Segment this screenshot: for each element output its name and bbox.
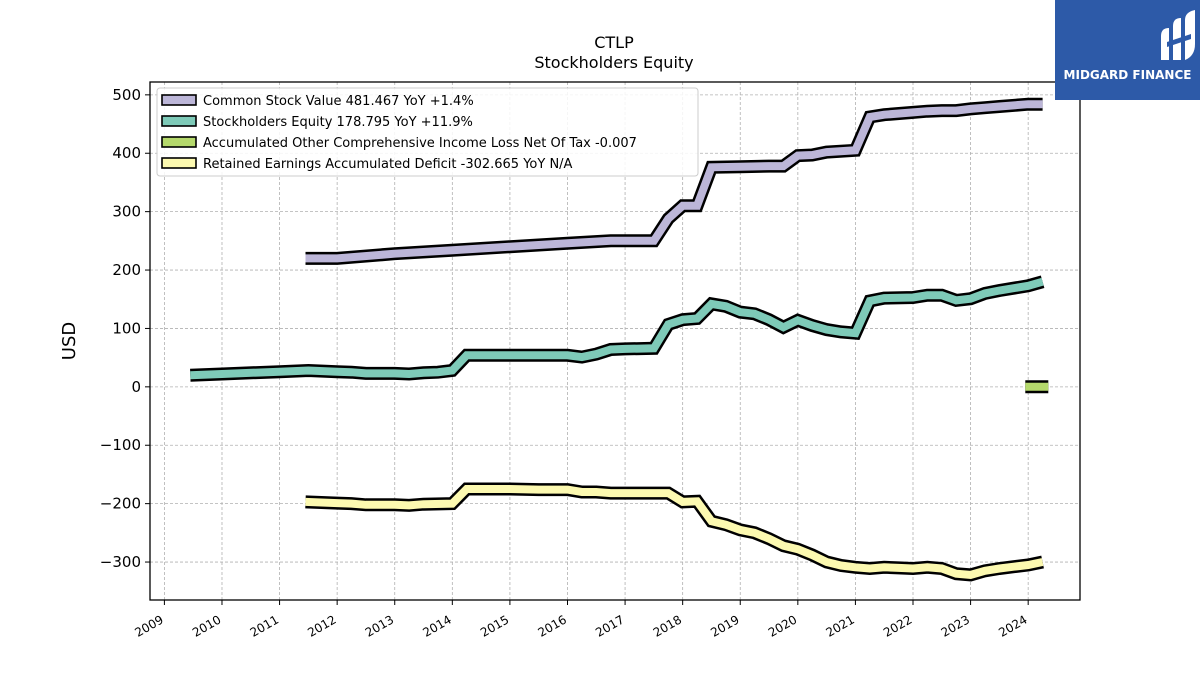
x-tick-label: 2018 bbox=[651, 612, 684, 639]
brand-logo: MIDGARD FINANCE bbox=[1055, 0, 1200, 100]
y-tick-label: −100 bbox=[100, 436, 141, 454]
series-line bbox=[190, 277, 1044, 380]
x-tick-label: 2024 bbox=[996, 612, 1029, 639]
x-tick-label: 2011 bbox=[248, 612, 281, 639]
series-0 bbox=[305, 97, 1043, 265]
x-tick-label: 2017 bbox=[593, 612, 626, 639]
x-tick-label: 2010 bbox=[190, 612, 223, 639]
legend-box bbox=[156, 87, 699, 177]
legend-label: Stockholders Equity 178.795 YoY +11.9% bbox=[203, 115, 473, 130]
x-tick-label: 2009 bbox=[132, 612, 165, 639]
x-tick-label: 2016 bbox=[536, 612, 569, 639]
legend: Common Stock Value 481.467 YoY +1.4% Stoc… bbox=[156, 87, 699, 177]
x-tick-label: 2013 bbox=[363, 612, 396, 639]
y-tick-label: −300 bbox=[100, 553, 141, 571]
y-tick-label: 300 bbox=[112, 203, 141, 221]
x-tick-label: 2012 bbox=[305, 612, 338, 639]
legend-swatch bbox=[161, 136, 197, 148]
series-1 bbox=[190, 275, 1045, 382]
plot-frame bbox=[149, 81, 1081, 601]
y-tick-label: 200 bbox=[112, 261, 141, 279]
y-tick-label: 400 bbox=[112, 144, 141, 162]
legend-label: Common Stock Value 481.467 YoY +1.4% bbox=[203, 94, 474, 109]
y-tick-label: −200 bbox=[100, 495, 141, 513]
y-axis-label: USD bbox=[59, 322, 80, 360]
series-3 bbox=[305, 482, 1044, 582]
x-tick-label: 2022 bbox=[881, 612, 914, 639]
x-axis: 2009 2010 2011 2012 2013 2014 2015 2016 2017 2018… bbox=[132, 600, 1030, 640]
y-tick-label: 100 bbox=[112, 319, 141, 337]
x-tick-label: 2015 bbox=[478, 612, 511, 639]
series-line bbox=[305, 100, 1043, 263]
y-axis: 500 400 300 200 100 0 −100 −200 −300 bbox=[100, 86, 150, 571]
chart-title: CTLP bbox=[594, 33, 634, 52]
chart-subtitle: Stockholders Equity bbox=[534, 53, 693, 72]
series-line bbox=[305, 485, 1044, 579]
legend-label: Accumulated Other Comprehensive Income L… bbox=[203, 136, 637, 151]
legend-swatch bbox=[161, 115, 197, 127]
x-tick-label: 2020 bbox=[766, 612, 799, 639]
x-tick-label: 2019 bbox=[708, 612, 741, 639]
legend-swatch bbox=[161, 157, 197, 169]
legend-label: Retained Earnings Accumulated Deficit -3… bbox=[203, 157, 573, 172]
x-tick-label: 2021 bbox=[823, 612, 856, 639]
x-tick-label: 2023 bbox=[939, 612, 972, 639]
y-tick-label: 500 bbox=[112, 86, 141, 104]
x-tick-label: 2014 bbox=[420, 612, 453, 639]
series-layer bbox=[190, 97, 1049, 582]
y-tick-label: 0 bbox=[131, 378, 141, 396]
brand-name: MIDGARD FINANCE bbox=[1063, 68, 1192, 82]
midgard-logo-icon bbox=[1161, 10, 1195, 60]
legend-swatch bbox=[161, 94, 197, 106]
